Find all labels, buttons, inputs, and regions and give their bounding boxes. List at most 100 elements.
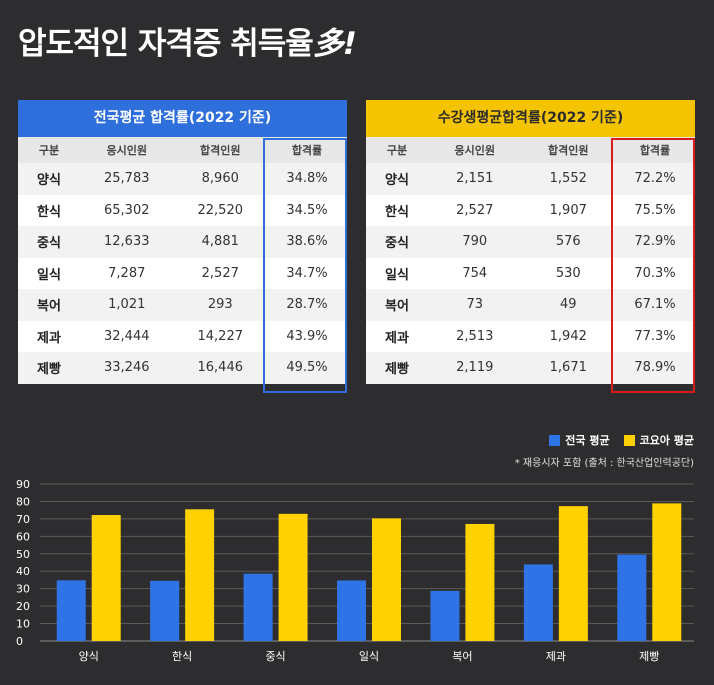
- table-row: 제과 32,444 14,227 43.9%: [18, 320, 347, 352]
- column-header: 합격률: [615, 137, 695, 163]
- table-cell: 34.8%: [267, 163, 347, 195]
- y-tick-label: 50: [16, 548, 30, 561]
- column-header: 구분: [366, 137, 428, 163]
- table-cell: 한식: [366, 194, 428, 226]
- x-tick-label: 한식: [172, 650, 192, 663]
- bar-national: [430, 590, 460, 641]
- table-row: 제빵 2,119 1,671 78.9%: [366, 352, 695, 384]
- table-row: 제빵 33,246 16,446 49.5%: [18, 352, 347, 384]
- table-cell: 복어: [366, 289, 428, 321]
- student-table-title: 수강생평균합격률(2022 기준): [366, 100, 695, 137]
- y-tick-label: 70: [16, 513, 30, 526]
- x-tick-label: 제빵: [639, 650, 659, 663]
- legend-label-national: 전국 평균: [565, 434, 610, 447]
- table-cell: 754: [428, 257, 522, 289]
- table-cell: 중식: [366, 226, 428, 258]
- legend-swatch-national: [549, 434, 561, 446]
- table-cell: 14,227: [173, 320, 267, 352]
- table-cell: 제빵: [18, 352, 80, 384]
- table-cell: 49.5%: [267, 352, 347, 384]
- column-header: 응시인원: [428, 137, 522, 163]
- bar-school: [91, 515, 121, 641]
- table-cell: 2,151: [428, 163, 522, 195]
- column-header: 합격인원: [521, 137, 615, 163]
- x-tick-label: 중식: [265, 650, 285, 663]
- source-note: * 재응시자 포함 (출처 : 한국산업인력공단): [514, 458, 694, 469]
- table-row: 복어 73 49 67.1%: [366, 289, 695, 321]
- table-cell: 일식: [18, 257, 80, 289]
- table-cell: 38.6%: [267, 226, 347, 258]
- table-cell: 32,444: [80, 320, 174, 352]
- y-tick-label: 80: [16, 495, 30, 508]
- table-cell: 73: [428, 289, 522, 321]
- table-row: 중식 12,633 4,881 38.6%: [18, 226, 347, 258]
- y-tick-label: 60: [16, 530, 30, 543]
- x-tick-label: 제과: [546, 650, 566, 663]
- table-row: 양식 2,151 1,552 72.2%: [366, 163, 695, 195]
- table-row: 복어 1,021 293 28.7%: [18, 289, 347, 321]
- table-cell: 2,527: [173, 257, 267, 289]
- y-tick-label: 10: [16, 618, 30, 631]
- legend-item-school: 코요아 평균: [623, 432, 694, 448]
- column-header: 합격인원: [173, 137, 267, 163]
- table-cell: 일식: [366, 257, 428, 289]
- headline-text: 압도적인 자격증 취득율: [18, 26, 314, 62]
- table-cell: 43.9%: [267, 320, 347, 352]
- table-cell: 22,520: [173, 194, 267, 226]
- y-tick-label: 0: [16, 635, 23, 648]
- bar-school: [465, 523, 495, 641]
- legend-item-national: 전국 평균: [549, 432, 610, 448]
- table-cell: 78.9%: [615, 352, 695, 384]
- y-tick-label: 90: [16, 478, 30, 491]
- x-tick-label: 일식: [359, 649, 379, 663]
- table-cell: 790: [428, 226, 522, 258]
- bar-national: [337, 580, 366, 641]
- bar-national: [243, 573, 273, 641]
- table-cell: 4,881: [173, 226, 267, 258]
- table-cell: 1,671: [521, 352, 615, 384]
- table-cell: 양식: [18, 163, 80, 195]
- student-pass-rate-table: 수강생평균합격률(2022 기준) 구분 응시인원 합격인원 합격률 양식 2,…: [366, 100, 695, 393]
- table-cell: 576: [521, 226, 615, 258]
- table-cell: 67.1%: [615, 289, 695, 321]
- table-row: 제과 2,513 1,942 77.3%: [366, 320, 695, 352]
- table-cell: 65,302: [80, 194, 174, 226]
- table-cell: 제과: [366, 320, 428, 352]
- bar-school: [372, 518, 401, 641]
- chart-legend: 전국 평균 코요아 평균: [549, 432, 694, 448]
- table-cell: 제과: [18, 320, 80, 352]
- bar-national: [617, 554, 647, 641]
- bar-national: [56, 580, 86, 641]
- legend-swatch-school: [623, 434, 635, 446]
- column-header: 합격률: [267, 137, 347, 163]
- table-row: 양식 25,783 8,960 34.8%: [18, 163, 347, 195]
- table-cell: 70.3%: [615, 257, 695, 289]
- column-header: 구분: [18, 137, 80, 163]
- table-cell: 34.5%: [267, 194, 347, 226]
- table-cell: 75.5%: [615, 194, 695, 226]
- y-tick-label: 20: [16, 600, 30, 613]
- bar-national: [523, 564, 553, 641]
- table-cell: 1,907: [521, 194, 615, 226]
- x-tick-label: 복어: [452, 650, 472, 663]
- national-table-title: 전국평균 합격률(2022 기준): [18, 100, 347, 137]
- table-cell: 28.7%: [267, 289, 347, 321]
- bar-school: [185, 509, 215, 641]
- bar-national: [150, 580, 180, 641]
- table-cell: 2,119: [428, 352, 522, 384]
- table-cell: 2,513: [428, 320, 522, 352]
- table-cell: 12,633: [80, 226, 174, 258]
- table-cell: 293: [173, 289, 267, 321]
- table-cell: 7,287: [80, 257, 174, 289]
- table-cell: 49: [521, 289, 615, 321]
- bar-school: [278, 513, 308, 641]
- table-cell: 제빵: [366, 352, 428, 384]
- page-headline: 압도적인 자격증 취득율多!: [18, 18, 357, 63]
- table-row: 중식 790 576 72.9%: [366, 226, 695, 258]
- table-cell: 72.9%: [615, 226, 695, 258]
- y-tick-label: 30: [16, 583, 30, 596]
- table-cell: 77.3%: [615, 320, 695, 352]
- table-row: 한식 65,302 22,520 34.5%: [18, 194, 347, 226]
- table-cell: 16,446: [173, 352, 267, 384]
- table-cell: 1,021: [80, 289, 174, 321]
